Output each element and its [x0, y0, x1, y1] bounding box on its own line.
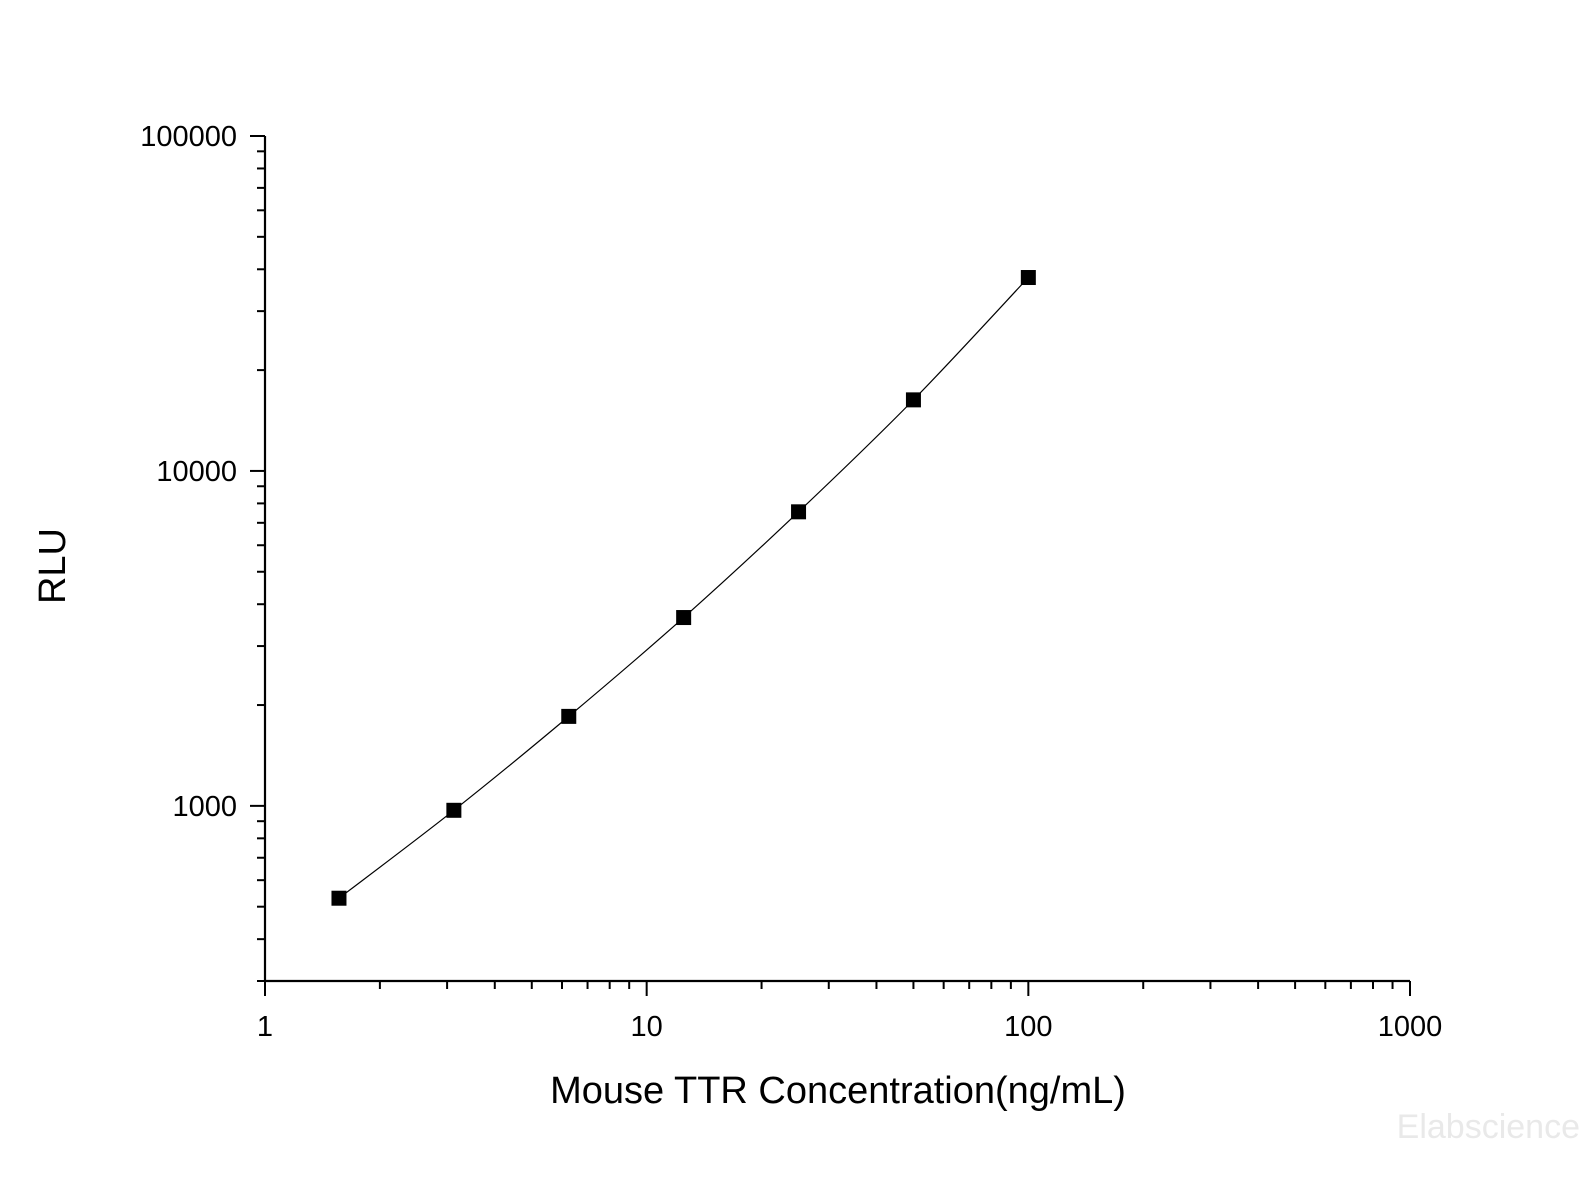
- data-point-marker: [1020, 270, 1036, 286]
- x-minor-ticks: [378, 981, 1394, 989]
- data-point-marker: [561, 708, 577, 724]
- fit-curve-line: [338, 277, 1029, 899]
- data-point-marker: [676, 610, 692, 626]
- y-tick-labels: 1000 10000 100000: [140, 121, 237, 823]
- data-point-marker: [905, 392, 921, 408]
- y-tick-label: 10000: [156, 456, 237, 488]
- watermark-text: Elabscience: [1397, 1108, 1580, 1146]
- x-axis-title: Mouse TTR Concentration(ng/mL): [550, 1070, 1126, 1112]
- data-points: [331, 270, 1036, 906]
- y-minor-ticks: [257, 150, 265, 982]
- x-tick-labels: 1 10 100 1000: [257, 1011, 1442, 1043]
- y-tick-label: 1000: [172, 791, 237, 823]
- x-tick-label: 1: [257, 1011, 273, 1043]
- y-tick-label: 100000: [140, 121, 237, 153]
- x-tick-label: 100: [1004, 1011, 1052, 1043]
- x-tick-label: 10: [631, 1011, 663, 1043]
- data-point-marker: [331, 890, 347, 906]
- x-major-ticks: [264, 981, 1411, 996]
- y-major-ticks: [250, 135, 265, 807]
- y-axis-title: RLU: [32, 528, 74, 604]
- data-point-marker: [446, 802, 462, 818]
- data-point-marker: [791, 504, 807, 520]
- x-tick-label: 1000: [1378, 1011, 1443, 1043]
